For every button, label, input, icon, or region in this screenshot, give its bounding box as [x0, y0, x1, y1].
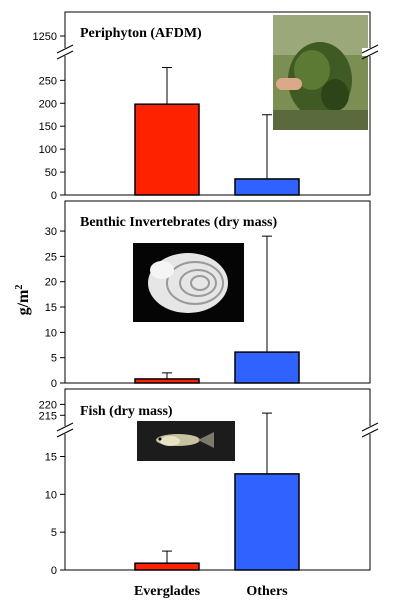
y-tick-label: 5: [51, 527, 57, 539]
y-tick-label: 25: [45, 251, 57, 263]
y-tick-label: 150: [39, 121, 57, 133]
y-tick-label: 1250: [33, 31, 57, 43]
axis-break-gap: [362, 48, 378, 56]
axis-break-gap: [57, 426, 73, 434]
bar: [234, 351, 300, 384]
y-tick-label: 0: [51, 565, 57, 577]
bar: [134, 103, 200, 196]
y-tick-label: 20: [45, 277, 57, 289]
axis-break-mark: [56, 428, 74, 438]
panel-frame-fish: [64, 388, 371, 571]
axis-break-mark: [361, 50, 379, 60]
axis-break-mark: [361, 428, 379, 438]
axis-break-gap: [362, 426, 378, 434]
panel-frame-invertebrates: [64, 200, 371, 384]
y-tick-label: 250: [39, 75, 57, 87]
bar: [234, 473, 300, 571]
axis-break-mark: [361, 44, 379, 54]
panel-title: Fish (dry mass): [80, 404, 173, 419]
y-tick-label: 5: [51, 353, 57, 365]
y-tick-label: 10: [45, 327, 57, 339]
snail-shell-photo: [133, 243, 244, 322]
x-category-label: Others: [246, 584, 288, 599]
fish-photo: [137, 421, 235, 461]
axis-break-mark: [361, 422, 379, 432]
axis-break-mark: [56, 422, 74, 432]
y-tick-label: 15: [45, 302, 57, 314]
bar: [134, 378, 200, 384]
bar: [234, 178, 300, 196]
y-tick-label: 200: [39, 98, 57, 110]
axis-break-mark: [56, 44, 74, 54]
axis-break-gap: [57, 48, 73, 56]
y-tick-label: 0: [51, 378, 57, 390]
bar: [134, 562, 200, 571]
y-tick-label: 50: [45, 167, 57, 179]
y-tick-label: 10: [45, 489, 57, 501]
y-tick-label: 220: [39, 399, 57, 411]
axis-break-mark: [56, 50, 74, 60]
y-tick-label: 0: [51, 190, 57, 202]
panel-title: Periphyton (AFDM): [80, 26, 202, 41]
y-tick-label: 215: [39, 410, 57, 422]
panel-title: Benthic Invertebrates (dry mass): [80, 215, 277, 230]
y-tick-label: 100: [39, 144, 57, 156]
y-tick-label: 30: [45, 226, 57, 238]
y-axis-label: g/m2: [14, 285, 32, 316]
y-tick-label: 15: [45, 451, 57, 463]
x-category-label: Everglades: [134, 584, 201, 599]
plant-photo: [273, 15, 368, 130]
